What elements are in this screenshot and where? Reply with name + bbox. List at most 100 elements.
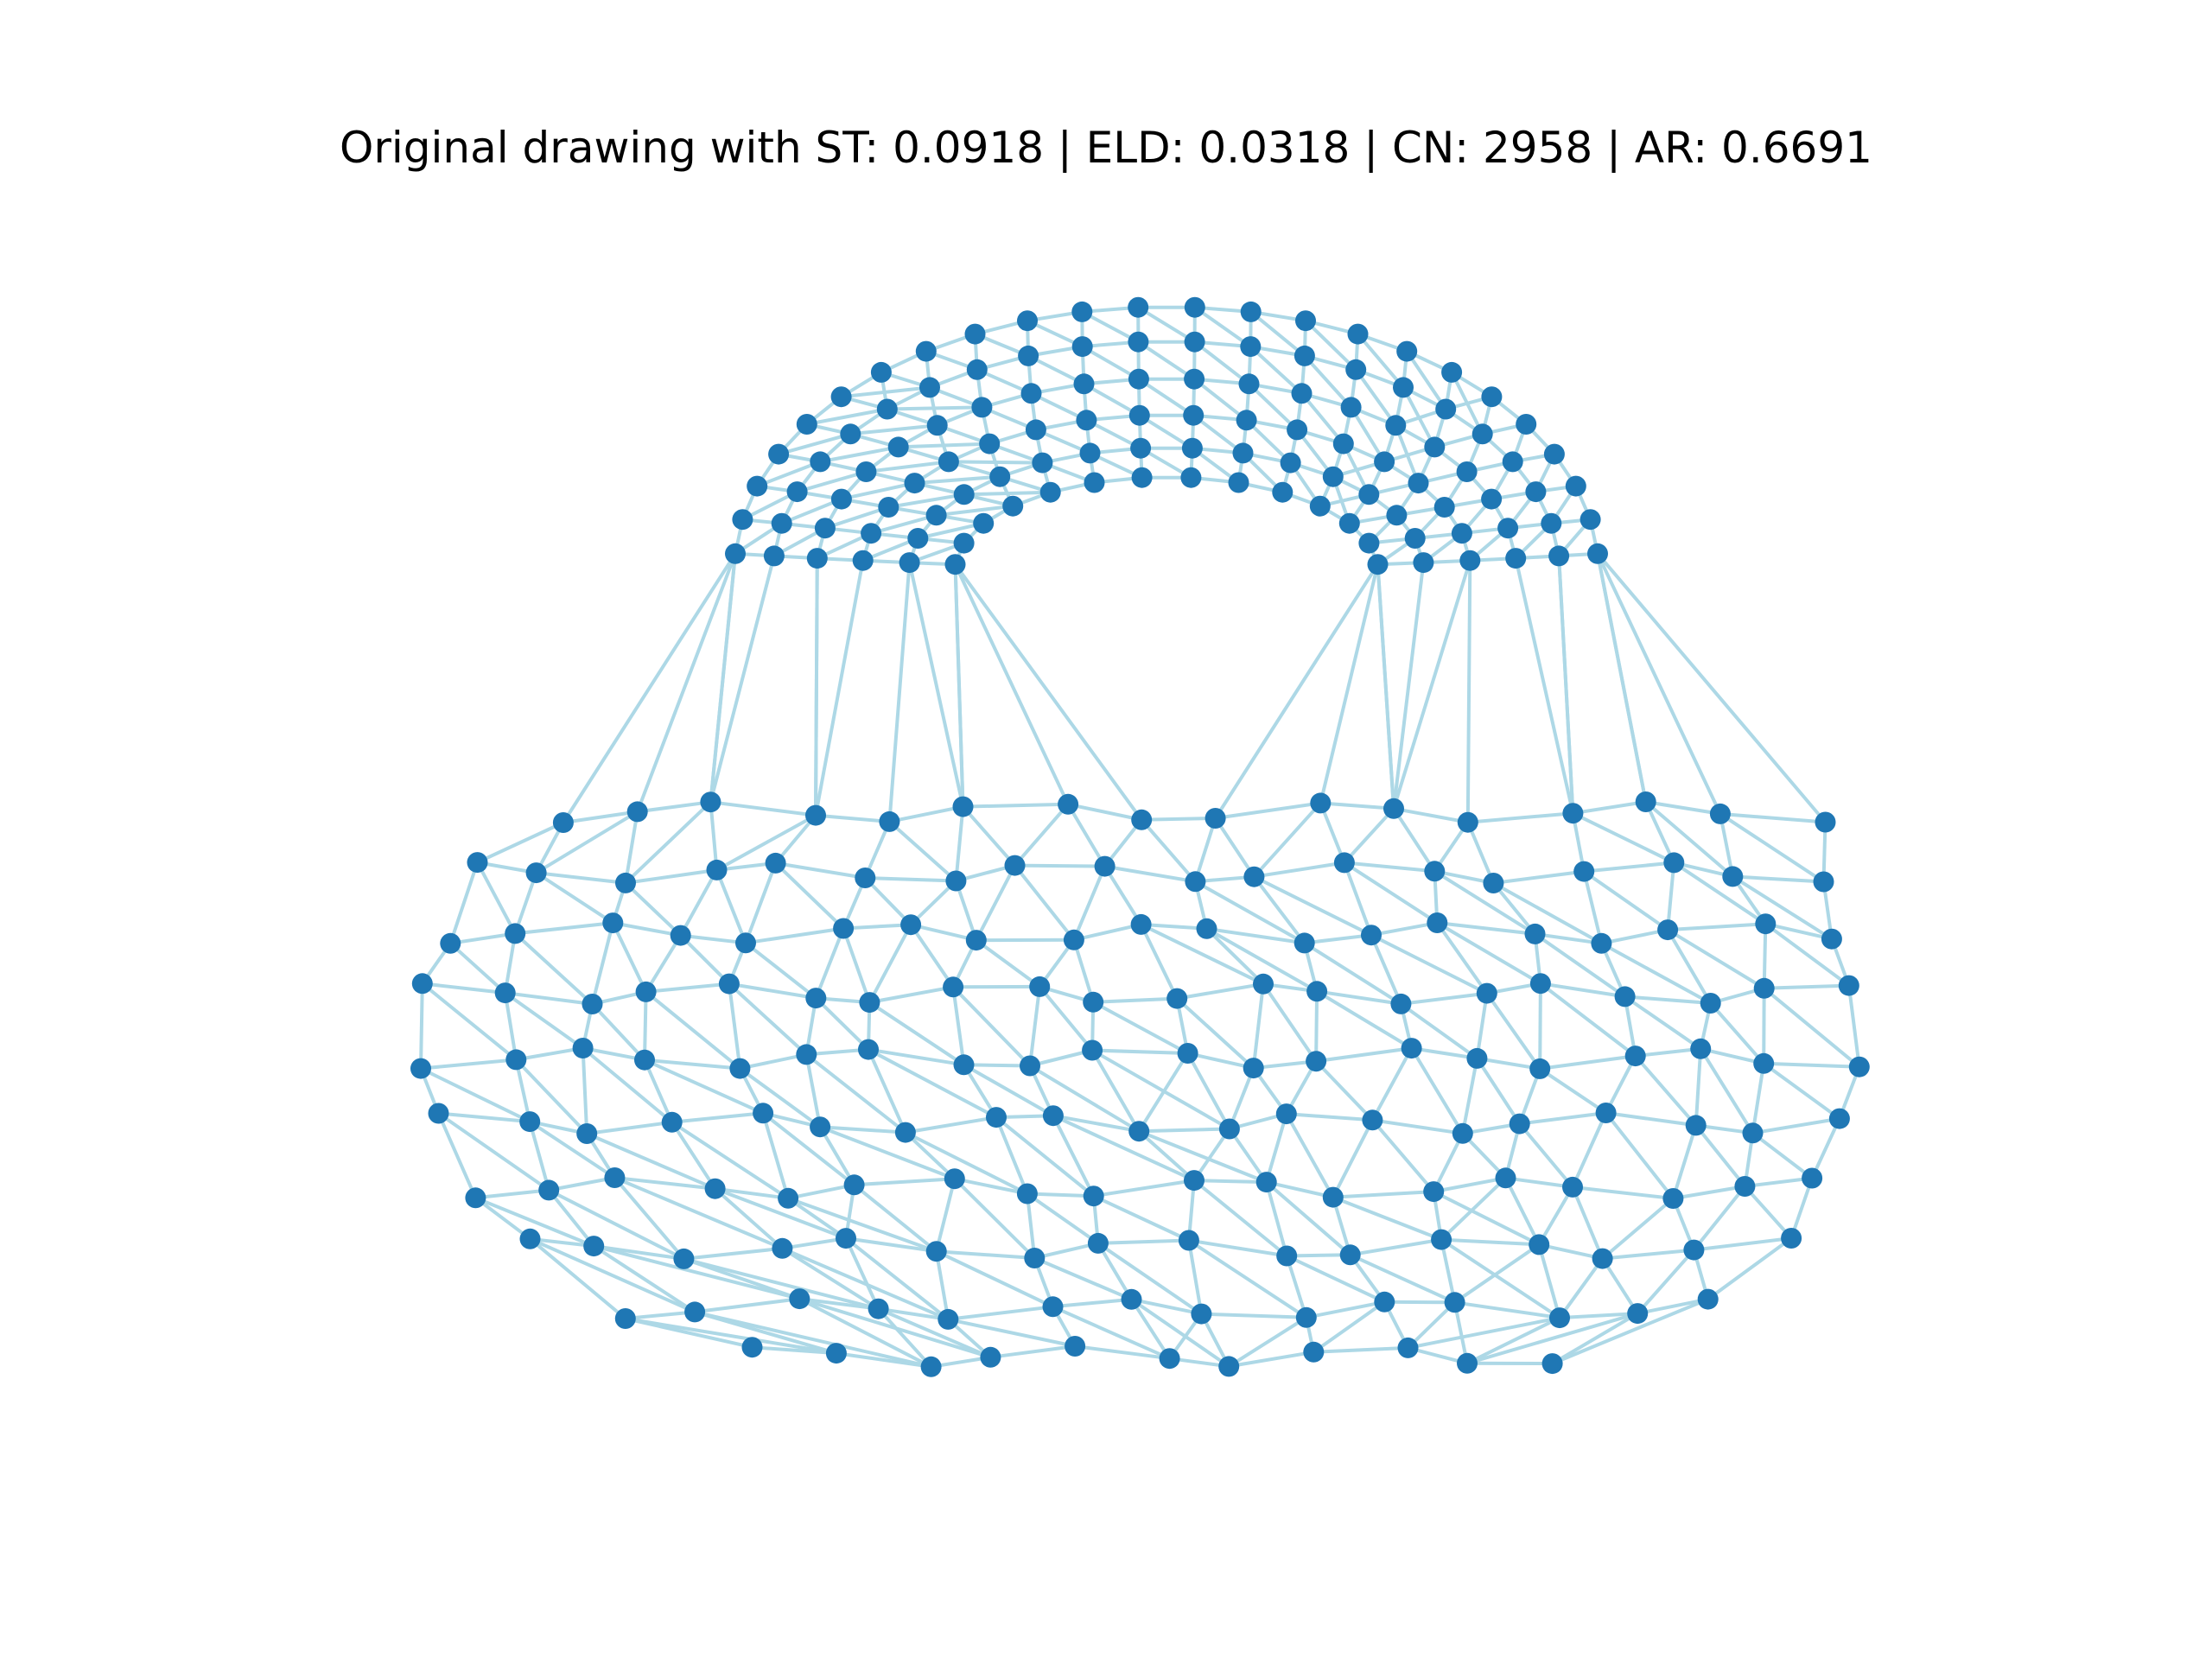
graph-node [796, 414, 817, 435]
graph-edge [1093, 996, 1178, 1004]
graph-edge [1401, 991, 1488, 1006]
graph-node [1627, 1303, 1649, 1325]
graph-edge [1175, 997, 1255, 1070]
graph-edge [1437, 921, 1535, 936]
graph-edge [449, 931, 516, 945]
graph-node [771, 512, 792, 534]
graph-node [1128, 1121, 1150, 1142]
graph-edge [739, 1052, 807, 1071]
graph-edge [844, 1236, 950, 1321]
graph-edge [1763, 987, 1861, 1069]
graph-node [1591, 932, 1612, 954]
graph-node [1427, 912, 1448, 933]
graph-edge [1694, 1236, 1792, 1252]
graph-edge [548, 1176, 615, 1192]
graph-edge [1400, 1002, 1478, 1060]
graph-edge [683, 1246, 783, 1261]
graph-node [772, 1237, 793, 1259]
graph-node [1529, 1234, 1550, 1255]
graph-node [1562, 803, 1584, 824]
graph-edge [842, 927, 872, 1003]
graph-node [1079, 442, 1101, 464]
graph-node [1065, 1336, 1086, 1357]
graph-node [1083, 991, 1104, 1013]
graph-node [1408, 473, 1429, 494]
graph-edge [951, 985, 1032, 1067]
graph-node [1753, 1052, 1775, 1074]
graph-edge [1066, 803, 1107, 868]
graph-edge [953, 563, 1070, 805]
graph-node [1431, 1229, 1452, 1250]
graph-edge [448, 942, 507, 995]
graph-node [1071, 336, 1093, 358]
graph-node [1459, 550, 1481, 571]
graph-edge [1699, 1047, 1755, 1135]
graph-edge [780, 497, 842, 525]
graph-node [538, 1179, 560, 1201]
graph-edge [528, 1121, 551, 1191]
graph-node [1183, 404, 1205, 426]
graph-edge [714, 1186, 847, 1240]
graph-edge [1466, 1312, 1638, 1365]
graph-node [938, 1308, 959, 1330]
graph-node [704, 1178, 726, 1199]
graph-edge [850, 423, 938, 436]
graph-node [1196, 918, 1217, 939]
graph-edge [1467, 811, 1573, 824]
graph-edge [1052, 1114, 1140, 1134]
graph-edge [1205, 927, 1319, 994]
graph-edge [613, 1176, 685, 1261]
graph-edge [1762, 924, 1768, 988]
graph-edge [1344, 861, 1435, 874]
graph-node [1218, 1118, 1240, 1140]
graph-edge [1409, 1047, 1465, 1135]
graph-edge [1354, 368, 1397, 427]
graph-edge [815, 813, 890, 823]
graph-node [855, 461, 877, 482]
graph-node [979, 433, 1001, 454]
graph-edge [1485, 992, 1541, 1071]
graph-edge [1313, 1345, 1408, 1354]
graph-edge [1083, 382, 1141, 417]
graph-edge [1571, 1186, 1605, 1260]
graph-node [925, 1241, 947, 1262]
graph-edge [975, 938, 1041, 988]
graph-node [1541, 512, 1562, 534]
graph-edge [910, 923, 977, 943]
graph-edge [814, 560, 865, 816]
graph-node [1529, 1058, 1551, 1079]
graph-node [1495, 1167, 1516, 1189]
graph-node [1397, 1337, 1419, 1358]
graph-node [1700, 993, 1721, 1014]
graph-edge [804, 1054, 823, 1128]
graph-node [1390, 993, 1412, 1014]
graph-edge [436, 1112, 478, 1199]
graph-node [1347, 323, 1369, 345]
graph-node [1821, 928, 1842, 950]
graph-edge [1789, 1177, 1814, 1239]
graph-edge [1139, 924, 1179, 1000]
graph-edge [1571, 1112, 1608, 1188]
graph-node [1509, 1113, 1530, 1135]
graph-edge [1440, 1237, 1540, 1247]
graph-node [1322, 466, 1344, 487]
graph-edge [869, 985, 954, 1005]
graph-node [765, 852, 786, 874]
graph-node [1457, 1352, 1478, 1374]
graph-edge [1376, 564, 1395, 809]
graph-node [572, 1038, 594, 1058]
graph-edge [1732, 874, 1824, 884]
graph-edge [1252, 875, 1306, 944]
graph-edge [505, 991, 593, 1006]
graph-edge [953, 1177, 1036, 1260]
graph-edge [917, 521, 984, 540]
graph-node [763, 545, 785, 567]
graph-edge [1201, 1312, 1306, 1319]
graph-node [796, 1044, 817, 1065]
graph-node [1451, 523, 1472, 544]
graph-edge [1601, 1197, 1675, 1261]
graph-edge [797, 470, 867, 494]
graph-nodes [410, 296, 1870, 1377]
graph-edge [728, 982, 808, 1056]
graph-edge [1286, 1112, 1373, 1122]
